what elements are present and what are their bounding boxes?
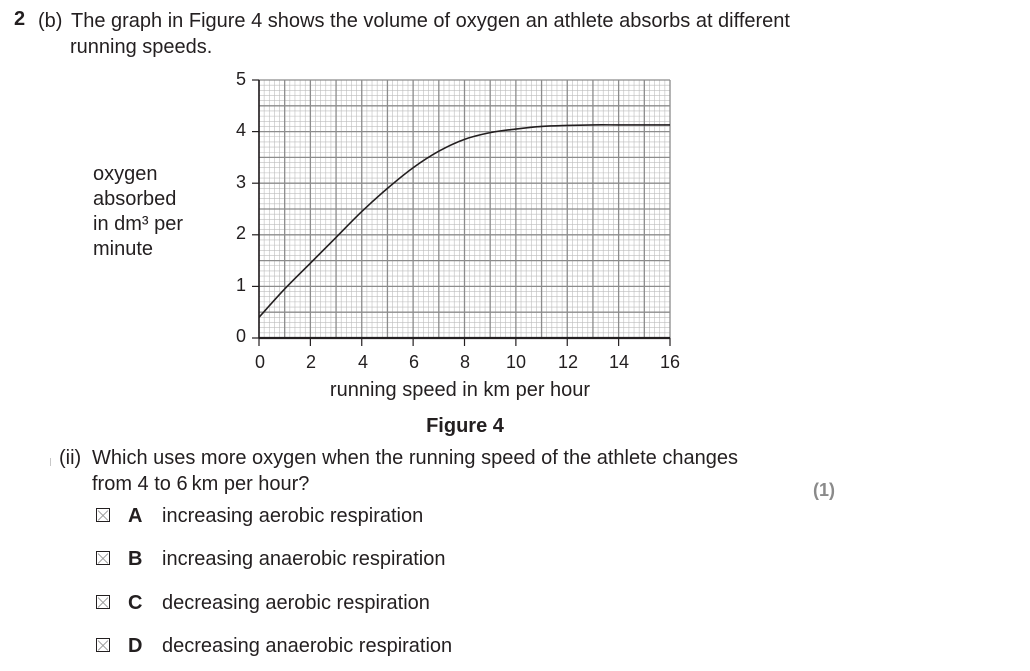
x-tick-label: 2	[305, 352, 316, 372]
x-tick-label: 10	[505, 352, 527, 372]
y-tick-label: 3	[235, 172, 246, 192]
oxygen-curve-line	[258, 124, 670, 318]
margin-mark	[50, 458, 51, 466]
option-b-checkbox[interactable]	[96, 551, 110, 565]
option-d-text: decreasing anaerobic respiration	[162, 635, 453, 657]
subquestion-line-2: from 4 to 6 km per hour?	[92, 473, 310, 495]
option-c-letter: C	[128, 592, 143, 614]
y-axis-label-line-3: in dm³ per	[93, 213, 184, 235]
y-axis-label-line-2: absorbed	[93, 188, 177, 210]
option-b-text: increasing anaerobic respiration	[162, 548, 446, 570]
question-part-label: (b)	[38, 10, 63, 32]
y-axis-label-line-1: oxygen	[93, 163, 158, 185]
question-number: 2	[14, 8, 26, 30]
x-axis-label: running speed in km per hour	[329, 379, 591, 401]
option-c-checkbox[interactable]	[96, 595, 110, 609]
x-tick-label: 0	[254, 352, 265, 372]
x-tick-label: 6	[408, 352, 419, 372]
y-tick-label: 1	[235, 275, 246, 295]
y-tick-label: 2	[235, 223, 246, 243]
question-stem-line-1: The graph in Figure 4 shows the volume o…	[71, 10, 790, 32]
marks-indicator: (1)	[813, 480, 835, 500]
option-d-checkbox[interactable]	[96, 638, 110, 652]
option-c[interactable]: C decreasing aerobic respiration	[96, 592, 516, 617]
y-tick-label: 5	[235, 69, 246, 89]
y-tick-label: 4	[235, 120, 246, 140]
figure-caption: Figure 4	[426, 415, 504, 437]
subquestion-label: (ii)	[59, 447, 82, 469]
option-d-letter: D	[128, 635, 143, 657]
option-c-text: decreasing aerobic respiration	[162, 592, 430, 614]
x-tick-label: 12	[557, 352, 579, 372]
y-axis-label-line-4: minute	[93, 238, 154, 260]
option-a-checkbox[interactable]	[96, 508, 110, 522]
option-a-letter: A	[128, 505, 143, 527]
x-tick-label: 8	[459, 352, 470, 372]
option-b-letter: B	[128, 548, 143, 570]
x-tick-label: 16	[659, 352, 681, 372]
option-a[interactable]: A increasing aerobic respiration	[96, 505, 516, 530]
y-tick-label: 0	[235, 326, 246, 346]
option-d[interactable]: D decreasing anaerobic respiration	[96, 635, 516, 660]
option-a-text: increasing aerobic respiration	[162, 505, 424, 527]
x-tick-label: 4	[357, 352, 368, 372]
option-b[interactable]: B increasing anaerobic respiration	[96, 548, 516, 573]
x-tick-label: 14	[608, 352, 630, 372]
subquestion-line-1: Which uses more oxygen when the running …	[92, 447, 738, 469]
question-stem-line-2: running speeds.	[70, 36, 213, 58]
